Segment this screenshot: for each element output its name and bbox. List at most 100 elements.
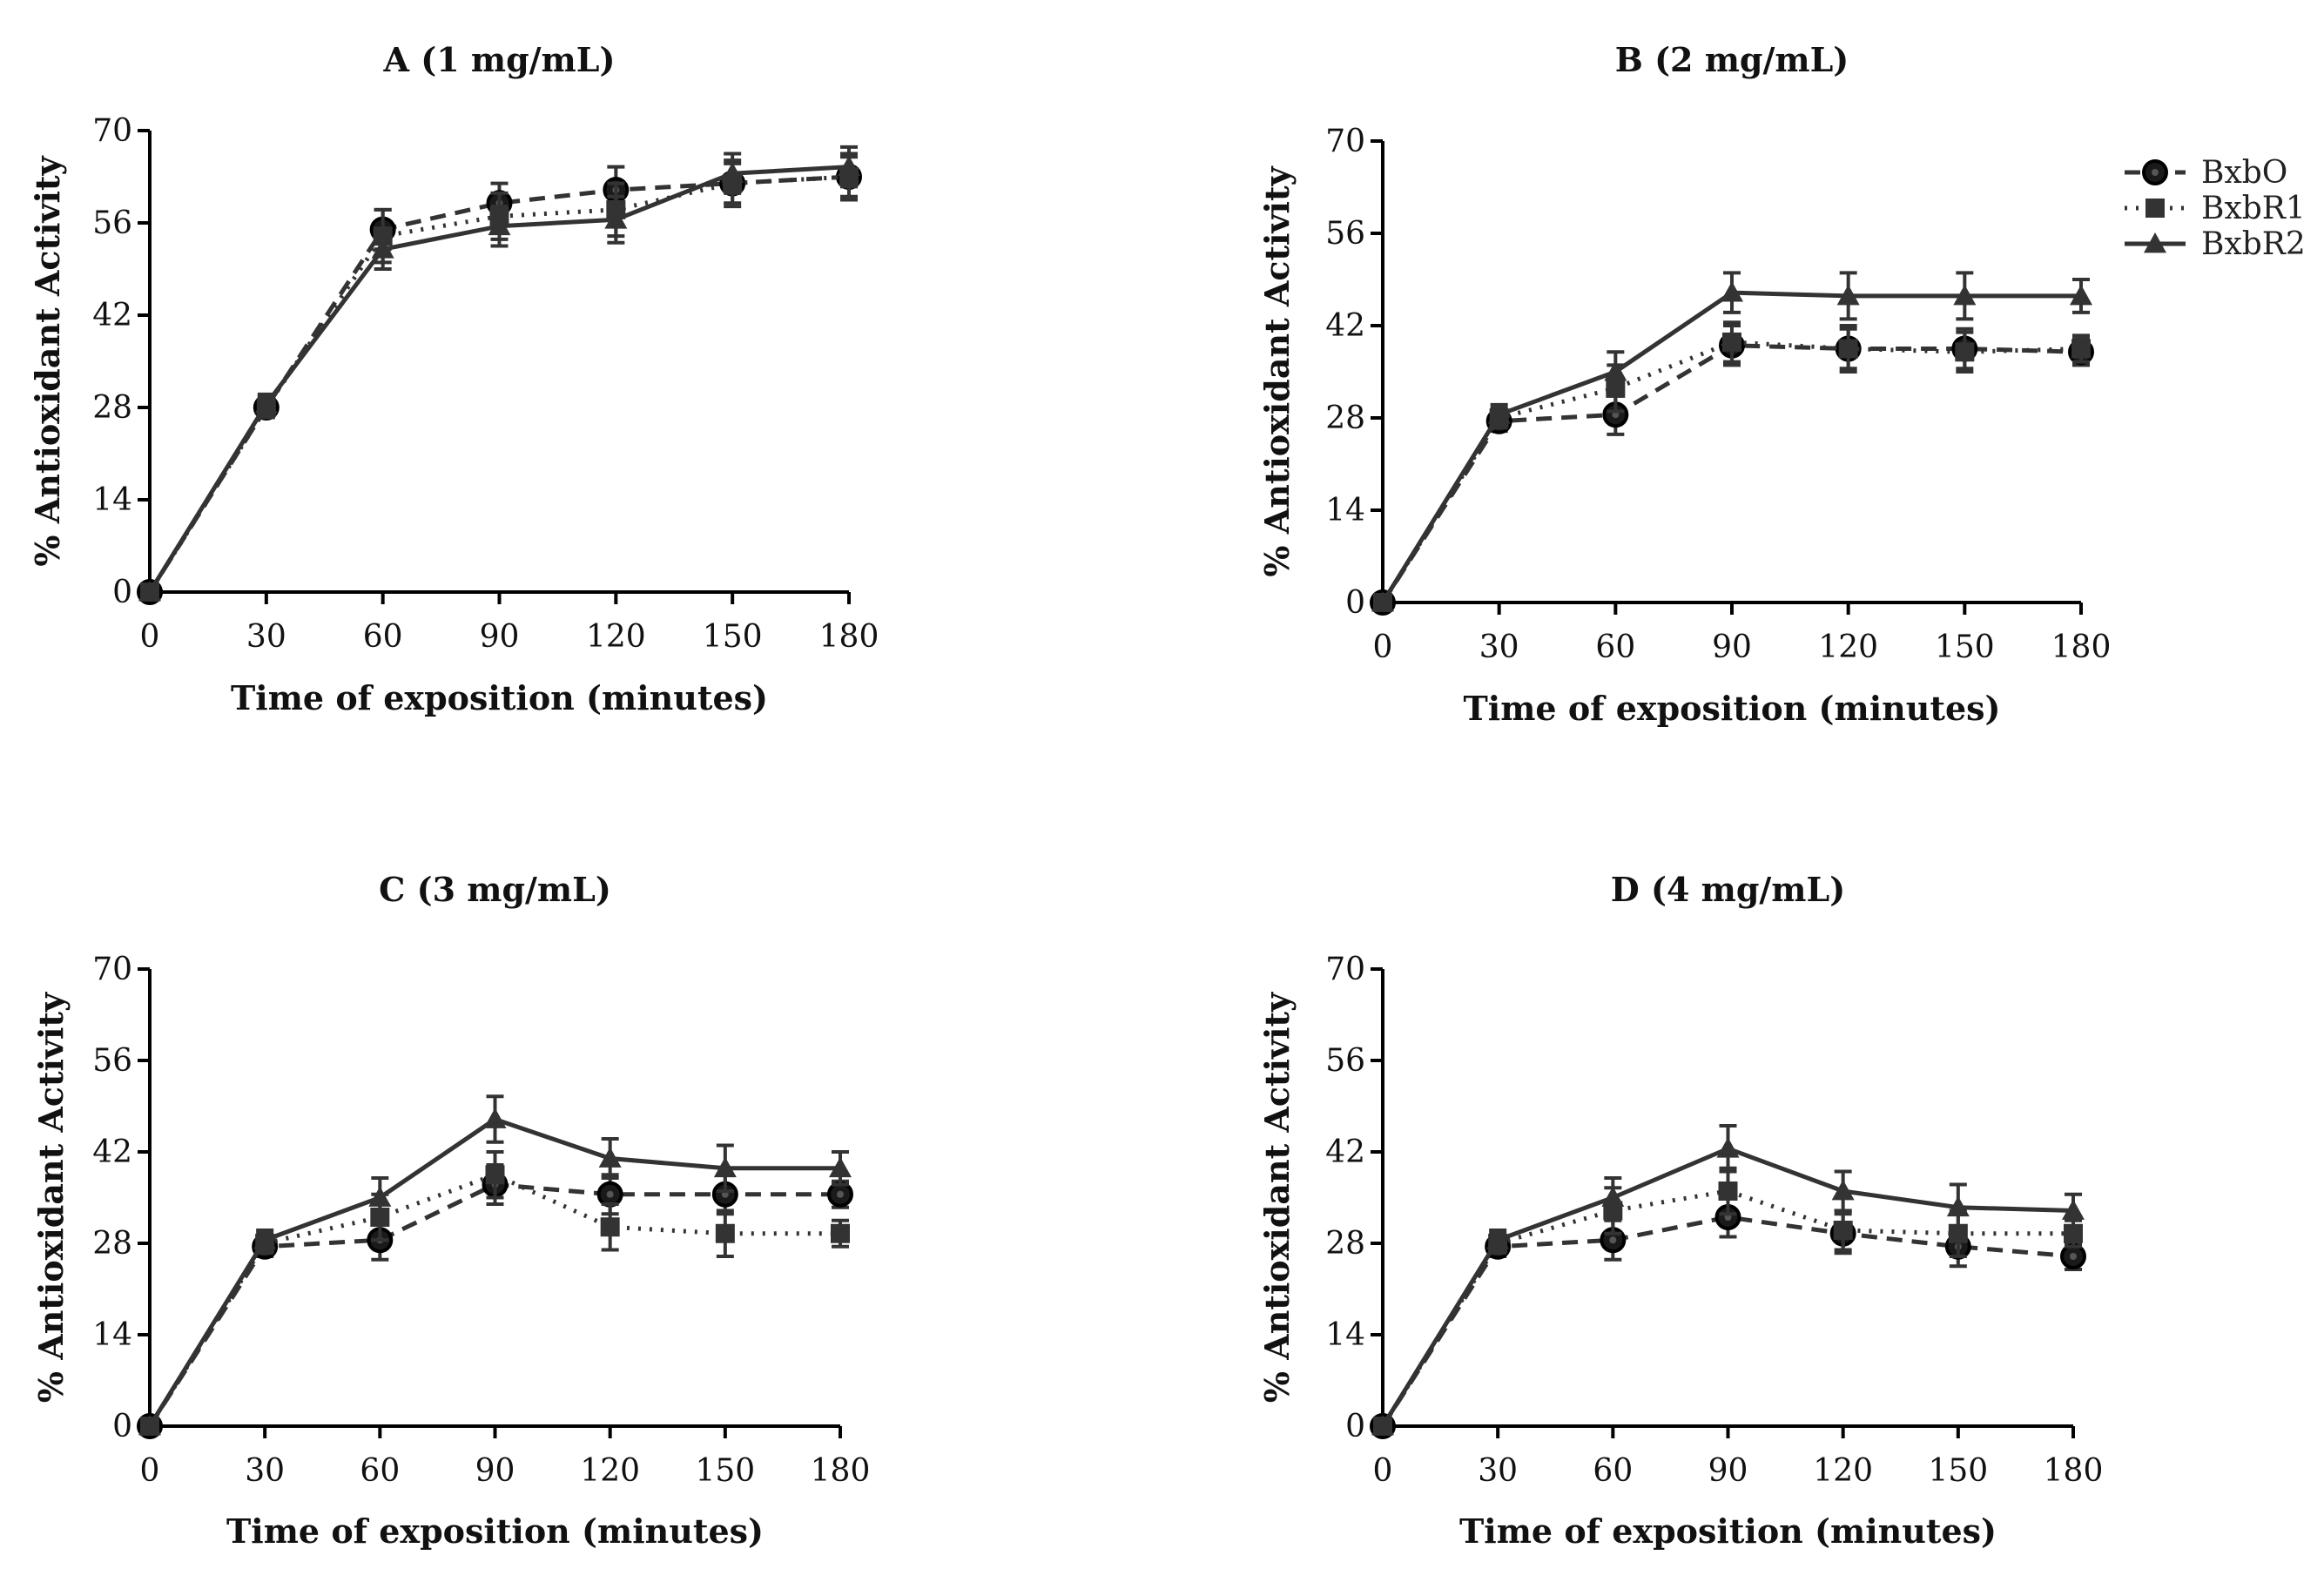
data-point-bxbr2 [483, 1107, 507, 1128]
data-point-bxbr1 [1722, 332, 1741, 352]
y-axis-title: % Antioxidant Activity [1257, 165, 1297, 576]
y-tick-label: 70 [1325, 124, 1365, 159]
x-tick-label: 180 [811, 1453, 871, 1489]
legend-marker-bxbr1 [2145, 199, 2165, 218]
legend-marker-bxbo-center [2152, 169, 2159, 176]
data-point-bxbr2 [1716, 1137, 1740, 1158]
y-tick-label: 0 [1345, 585, 1365, 621]
data-point-bxbr2 [488, 214, 511, 236]
data-point-bxbr2 [1946, 1195, 1970, 1217]
data-point-bxbr1 [600, 1217, 620, 1237]
data-point-bxbo-center [1609, 1236, 1617, 1244]
y-axis-title: % Antioxidant Activity [28, 155, 67, 566]
data-point-bxbr2 [1487, 403, 1511, 424]
y-tick-label: 42 [92, 298, 132, 333]
x-axis-title: Time of exposition (minutes) [231, 678, 768, 717]
y-axis-title: % Antioxidant Activity [1257, 992, 1297, 1403]
data-point-bxbo-center [2070, 1253, 2077, 1260]
x-axis-title: Time of exposition (minutes) [1459, 1511, 1997, 1551]
x-tick-label: 60 [1595, 629, 1635, 665]
x-tick-label: 90 [1708, 1453, 1748, 1489]
x-tick-label: 180 [819, 619, 879, 655]
legend-marker-bxbr2 [2144, 232, 2166, 253]
x-tick-label: 120 [1818, 629, 1878, 665]
x-tick-label: 120 [586, 619, 646, 655]
data-point-bxbo-center [837, 1190, 844, 1198]
x-axis-title: Time of exposition (minutes) [1464, 689, 2001, 728]
series-line-bxbr1 [147, 1172, 840, 1428]
data-point-bxbr2 [1601, 1186, 1625, 1207]
series-bxbr2 [138, 1094, 852, 1436]
x-tick-label: 120 [580, 1453, 640, 1489]
panel-title: A (1 mg/mL) [383, 40, 616, 79]
data-point-bxbr2 [254, 393, 278, 414]
y-tick-label: 42 [1325, 1134, 1365, 1170]
y-tick-label: 28 [92, 1226, 132, 1262]
y-tick-label: 42 [1325, 308, 1365, 344]
y-tick-label: 14 [1325, 493, 1365, 528]
y-tick-label: 56 [1325, 216, 1365, 252]
series-bxbo [1370, 1195, 2086, 1439]
x-tick-label: 150 [1928, 1453, 1988, 1489]
y-tick-label: 42 [92, 1134, 132, 1170]
data-point-bxbr1 [2071, 339, 2091, 359]
data-point-bxbr1 [1955, 342, 1975, 362]
series-bxbr2 [1371, 1124, 2085, 1436]
chart-panel-1: A (1 mg/mL) 0 14 28 42 56 70 0 30 60 90 120 150 180 Ti… [28, 40, 879, 717]
data-point-bxbr1 [715, 1223, 735, 1243]
series-line-bxbo [1380, 343, 2082, 604]
y-tick-label: 70 [92, 113, 132, 149]
data-point-bxbr2 [1721, 281, 1743, 302]
y-tick-label: 28 [1325, 1226, 1365, 1262]
data-point-bxbr2 [138, 1415, 161, 1436]
data-point-bxbr2 [1371, 1415, 1394, 1436]
x-tick-label: 30 [1478, 1453, 1518, 1489]
data-point-bxbr1 [1718, 1181, 1738, 1201]
data-point-bxbo-center [606, 1190, 614, 1198]
x-tick-label: 0 [140, 1453, 160, 1489]
x-tick-label: 30 [245, 1453, 285, 1489]
legend-label: BxbR2 [2201, 226, 2306, 262]
x-tick-label: 30 [246, 619, 286, 655]
chart-panel-2: B (2 mg/mL) 0 14 28 42 56 70 0 30 60 90 120 150 180 Ti… [1257, 40, 2111, 728]
x-tick-label: 150 [695, 1453, 755, 1489]
x-tick-label: 150 [703, 619, 763, 655]
data-point-bxbr2 [829, 1156, 852, 1178]
chart-panel-3: C (3 mg/mL) 0 14 28 42 56 70 0 30 60 90 120 150 180 Ti… [31, 870, 870, 1551]
y-tick-label: 0 [112, 1409, 132, 1444]
data-point-bxbr2 [1836, 284, 1860, 306]
data-point-bxbr2 [2070, 284, 2092, 306]
x-tick-label: 60 [363, 619, 403, 655]
data-point-bxbr2 [253, 1229, 277, 1249]
series-line-bxbo [147, 1182, 840, 1428]
series-bxbo [1370, 324, 2094, 616]
x-tick-label: 60 [360, 1453, 400, 1489]
legend-label: BxbO [2201, 155, 2287, 191]
x-tick-label: 90 [1712, 629, 1752, 665]
y-tick-label: 0 [1345, 1409, 1365, 1444]
x-tick-label: 180 [2044, 1453, 2104, 1489]
x-tick-label: 30 [1479, 629, 1519, 665]
panel-title: C (3 mg/mL) [379, 870, 611, 909]
y-tick-label: 70 [92, 952, 132, 987]
y-tick-label: 14 [1325, 1317, 1365, 1353]
data-point-bxbr2 [371, 238, 394, 259]
data-point-bxbr1 [1833, 1221, 1853, 1240]
y-tick-label: 56 [92, 1043, 132, 1079]
series-bxbr2 [138, 145, 860, 602]
data-point-bxbr2 [838, 155, 860, 177]
series-bxbo [137, 1163, 853, 1439]
x-tick-label: 180 [2051, 629, 2112, 665]
data-point-bxbr2 [368, 1186, 392, 1207]
panel-title: B (2 mg/mL) [1615, 40, 1849, 79]
data-point-bxbr2 [138, 581, 161, 602]
x-tick-label: 0 [140, 619, 160, 655]
data-point-bxbr2 [713, 1156, 737, 1178]
series-line-bxbr1 [1380, 340, 2082, 604]
panel-title: D (4 mg/mL) [1611, 870, 1845, 909]
series-bxbr2 [1371, 271, 2092, 612]
series-bxbr1 [1373, 320, 2091, 612]
data-point-bxbr2 [721, 162, 744, 183]
